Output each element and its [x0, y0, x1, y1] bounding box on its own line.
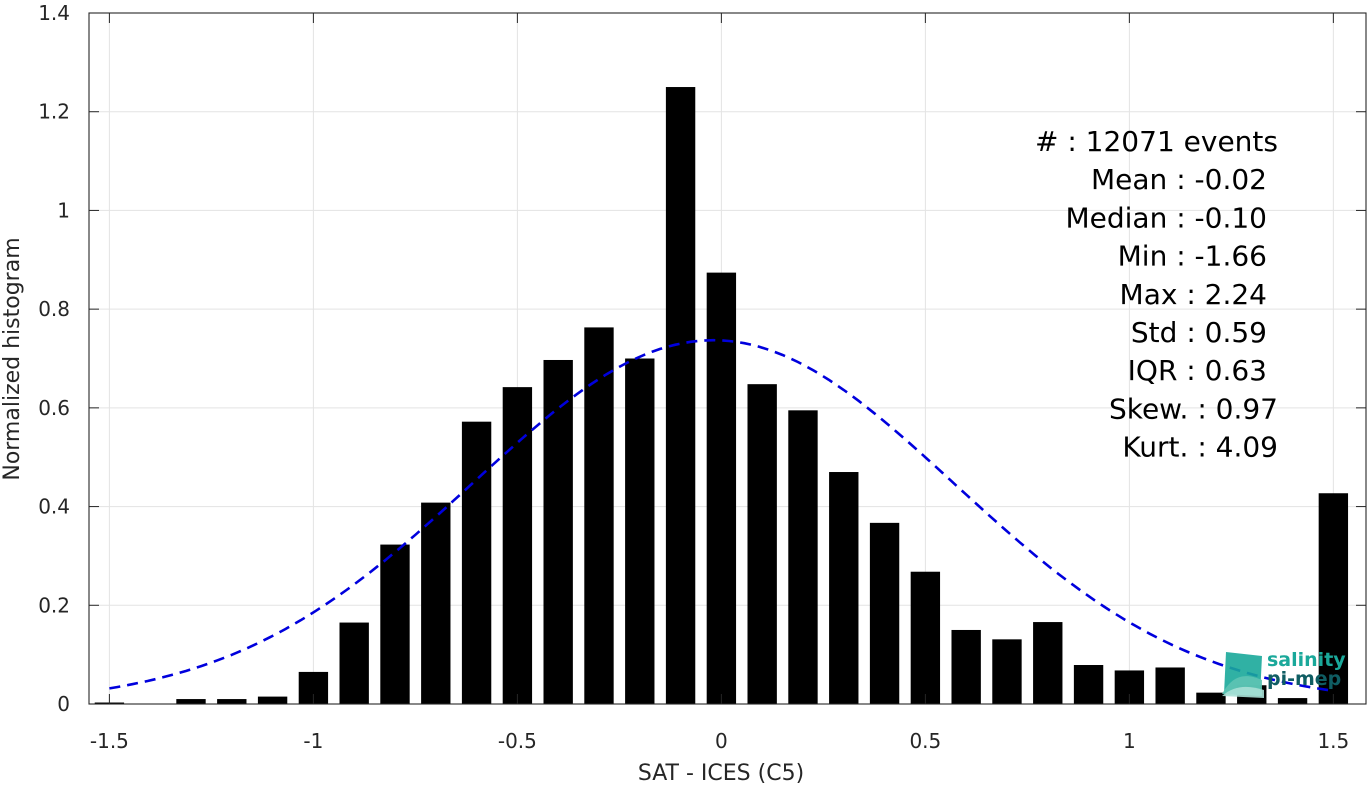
histogram-bar: [339, 622, 369, 704]
x-tick-label: 1.5: [1317, 729, 1349, 753]
gaussian-fit-curve: [109, 338, 1334, 693]
y-tick-label: 1.2: [38, 100, 70, 124]
stat-line: IQR : 0.63: [1128, 354, 1267, 387]
y-tick-label: 0.6: [38, 396, 70, 420]
histogram-bar: [788, 410, 818, 704]
histogram-bar: [502, 387, 533, 704]
histogram-bar: [584, 327, 614, 704]
stat-line: Median : -0.10: [1065, 201, 1267, 234]
y-tick-labels: 0 0.2 0.4 0.6 0.8 1 1.2 1.4: [38, 1, 70, 716]
y-tick-label: 0: [57, 692, 70, 716]
stat-line: # : 12071 events: [1035, 125, 1278, 158]
salinity-pi-mep-logo: salinity pi-mep: [1222, 649, 1346, 698]
stat-line: Mean : -0.02: [1091, 163, 1267, 196]
histogram-bar: [1318, 493, 1349, 704]
x-tick-labels: -1.5 -1 -0.5 0 0.5 1 1.5: [90, 729, 1349, 753]
histogram-bar: [992, 639, 1022, 704]
stat-line: Kurt. : 4.09: [1122, 431, 1278, 464]
statistics-box: # : 12071 events Mean : -0.02 Median : -0.…: [1035, 125, 1278, 464]
histogram-bar: [625, 358, 655, 704]
y-tick-label: 0.4: [38, 495, 70, 519]
histogram-bar: [706, 272, 737, 704]
x-tick-label: -1: [303, 729, 323, 753]
y-tick-label: 1: [57, 198, 70, 222]
histogram-bar: [665, 87, 696, 705]
plot-frame: [88, 12, 1367, 705]
histogram-bar: [910, 571, 941, 704]
stat-line: Max : 2.24: [1120, 278, 1267, 311]
histogram-bar: [951, 629, 981, 704]
histogram-bar: [1277, 698, 1308, 704]
axis-ticks: [89, 12, 1366, 705]
y-tick-label: 1.4: [38, 1, 70, 25]
histogram-bar: [829, 472, 859, 704]
x-tick-label: -0.5: [498, 729, 537, 753]
x-tick-label: 1: [1123, 729, 1136, 753]
y-axis-title: Normalized histogram: [0, 237, 25, 480]
histogram-bar: [380, 544, 410, 704]
histogram-bar: [1196, 692, 1226, 704]
stat-line: Min : -1.66: [1118, 240, 1267, 273]
histogram-bar: [869, 522, 900, 704]
x-tick-label: 0: [715, 729, 728, 753]
histogram-bar: [1033, 622, 1063, 704]
stat-line: Std : 0.59: [1131, 316, 1267, 349]
logo-text-pi-mep: pi-mep: [1267, 668, 1341, 690]
histogram-bar: [257, 696, 288, 704]
histogram-bar: [543, 359, 573, 704]
histogram-bar: [217, 699, 247, 704]
stat-line: Skew. : 0.97: [1109, 392, 1278, 425]
histogram-bar: [747, 384, 777, 704]
x-axis-title: SAT - ICES (C5): [638, 761, 804, 785]
y-tick-label: 0.2: [38, 593, 70, 617]
logo-text-salinity: salinity: [1267, 649, 1346, 671]
histogram-bar: [461, 421, 492, 704]
x-tick-label: -1.5: [90, 729, 129, 753]
y-tick-label: 0.8: [38, 297, 70, 321]
x-tick-label: 0.5: [909, 729, 941, 753]
histogram-bar: [1073, 665, 1104, 704]
histogram-bars: [94, 87, 1349, 705]
histogram-bar: [421, 502, 451, 704]
histogram-bar: [176, 699, 206, 704]
histogram-bar: [1155, 667, 1185, 704]
logo-waves-icon: [1222, 652, 1264, 698]
